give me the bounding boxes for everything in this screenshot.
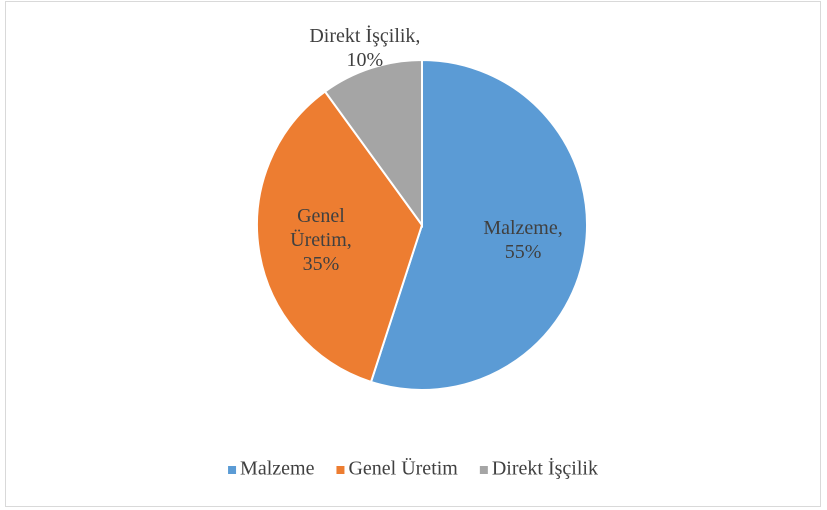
data-label: Genel Üretim, 35% — [290, 205, 352, 275]
label-line: 35% — [303, 253, 340, 275]
pie-slice — [369, 58, 588, 391]
legend-label: Direkt İşçilik — [492, 457, 598, 480]
legend-label: Genel Üretim — [348, 457, 458, 480]
legend-swatch — [228, 466, 237, 474]
pie-slice — [323, 58, 423, 229]
pie-slice — [256, 90, 424, 384]
label-line: Üretim, — [290, 228, 352, 251]
data-label: Direkt İşçilik, 10% — [309, 24, 420, 71]
data-label: Malzeme, 55% — [483, 217, 562, 263]
legend-swatch — [336, 466, 345, 474]
label-line: Direkt İşçilik, — [309, 24, 420, 47]
legend-label: Malzeme — [240, 458, 315, 480]
legend: Malzeme Genel Üretim Direkt İşçilik — [228, 457, 598, 480]
label-line: 10% — [347, 49, 384, 71]
label-line: Malzeme, — [483, 217, 562, 239]
legend-swatch — [479, 466, 488, 474]
label-line: 55% — [505, 241, 542, 263]
label-line: Genel — [297, 205, 345, 227]
